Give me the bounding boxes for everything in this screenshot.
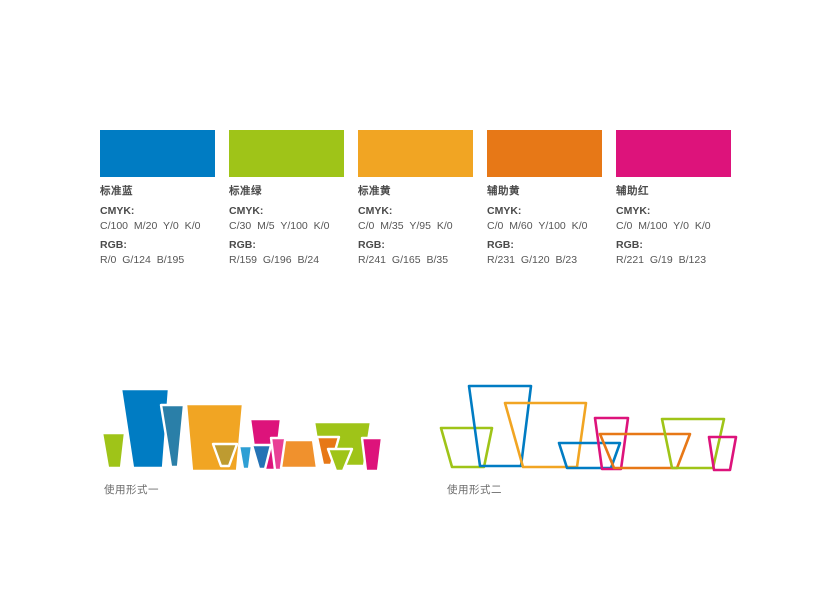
swatch-name: 标准绿 bbox=[229, 185, 262, 197]
cmyk-label: CMYK: bbox=[487, 205, 522, 217]
usage-form-2: 使用形式二 bbox=[438, 382, 738, 497]
olive-wedge bbox=[211, 442, 239, 468]
cmyk-value: C/0 M/60 Y/100 K/0 bbox=[487, 220, 588, 232]
usage-form-1-label: 使用形式一 bbox=[104, 484, 159, 496]
cmyk-value: C/0 M/35 Y/95 K/0 bbox=[358, 220, 453, 232]
green-wide-trapezoid-outline bbox=[660, 417, 726, 470]
logo-filled-icon bbox=[100, 387, 384, 473]
swatch-column-standard-green: 标准绿 CMYK: C/30 M/5 Y/100 K/0 RGB: R/159 … bbox=[229, 130, 349, 266]
color-swatch-standard-blue bbox=[100, 130, 215, 177]
color-swatch-auxiliary-yellow bbox=[487, 130, 602, 177]
cmyk-value: C/30 M/5 Y/100 K/0 bbox=[229, 220, 330, 232]
blue-big-cup bbox=[119, 387, 171, 470]
swatch-column-standard-blue: 标准蓝 CMYK: C/100 M/20 Y/0 K/0 RGB: R/0 G/… bbox=[100, 130, 220, 266]
cmyk-label: CMYK: bbox=[358, 205, 393, 217]
blue-short-trapezoid-outline bbox=[557, 441, 622, 470]
rgb-value: R/241 G/165 B/35 bbox=[358, 254, 449, 266]
rgb-value: R/221 G/19 B/123 bbox=[616, 254, 707, 266]
swatch-column-standard-yellow: 标准黄 CMYK: C/0 M/35 Y/95 K/0 RGB: R/241 G… bbox=[358, 130, 478, 266]
orange-big-cup-outline bbox=[503, 401, 588, 469]
green-cup-1 bbox=[100, 431, 127, 470]
color-swatch-auxiliary-red bbox=[616, 130, 731, 177]
logo-outline-icon bbox=[439, 384, 738, 472]
rgb-label: RGB: bbox=[358, 239, 385, 251]
green-cup-outline bbox=[439, 426, 494, 469]
swatch-column-auxiliary-yellow: 辅助黄 CMYK: C/0 M/60 Y/100 K/0 RGB: R/231 … bbox=[487, 130, 607, 266]
rgb-value: R/231 G/120 B/23 bbox=[487, 254, 578, 266]
blue-wedge bbox=[250, 443, 273, 471]
rgb-label: RGB: bbox=[100, 239, 127, 251]
small-blue-cup bbox=[237, 444, 254, 471]
swatch-name: 辅助黄 bbox=[487, 185, 520, 197]
teal-wedge bbox=[159, 403, 186, 469]
cmyk-value: C/0 M/100 Y/0 K/0 bbox=[616, 220, 711, 232]
color-swatch-standard-yellow bbox=[358, 130, 473, 177]
pink-cup-right bbox=[360, 436, 384, 473]
rgb-label: RGB: bbox=[487, 239, 514, 251]
rgb-label: RGB: bbox=[229, 239, 256, 251]
swatch-name: 标准黄 bbox=[358, 185, 391, 197]
usage-form-2-label: 使用形式二 bbox=[447, 484, 502, 496]
swatch-column-auxiliary-red: 辅助红 CMYK: C/0 M/100 Y/0 K/0 RGB: R/221 G… bbox=[616, 130, 736, 266]
color-swatch-standard-green bbox=[229, 130, 344, 177]
rgb-value: R/159 G/196 B/24 bbox=[229, 254, 320, 266]
pink-small-cup-outline bbox=[707, 435, 738, 472]
usage-form-1: 使用形式一 bbox=[95, 382, 395, 497]
cmyk-value: C/100 M/20 Y/0 K/0 bbox=[100, 220, 201, 232]
cmyk-label: CMYK: bbox=[616, 205, 651, 217]
cmyk-label: CMYK: bbox=[229, 205, 264, 217]
blue-tall-cup-outline bbox=[467, 384, 533, 468]
rgb-label: RGB: bbox=[616, 239, 643, 251]
green-wedge-below bbox=[326, 447, 354, 473]
orange-big-cup bbox=[184, 402, 245, 473]
cmyk-label: CMYK: bbox=[100, 205, 135, 217]
swatch-name: 辅助红 bbox=[616, 185, 649, 197]
swatch-name: 标准蓝 bbox=[100, 185, 133, 197]
rgb-value: R/0 G/124 B/195 bbox=[100, 254, 185, 266]
orange-wide-trapezoid bbox=[279, 438, 319, 470]
